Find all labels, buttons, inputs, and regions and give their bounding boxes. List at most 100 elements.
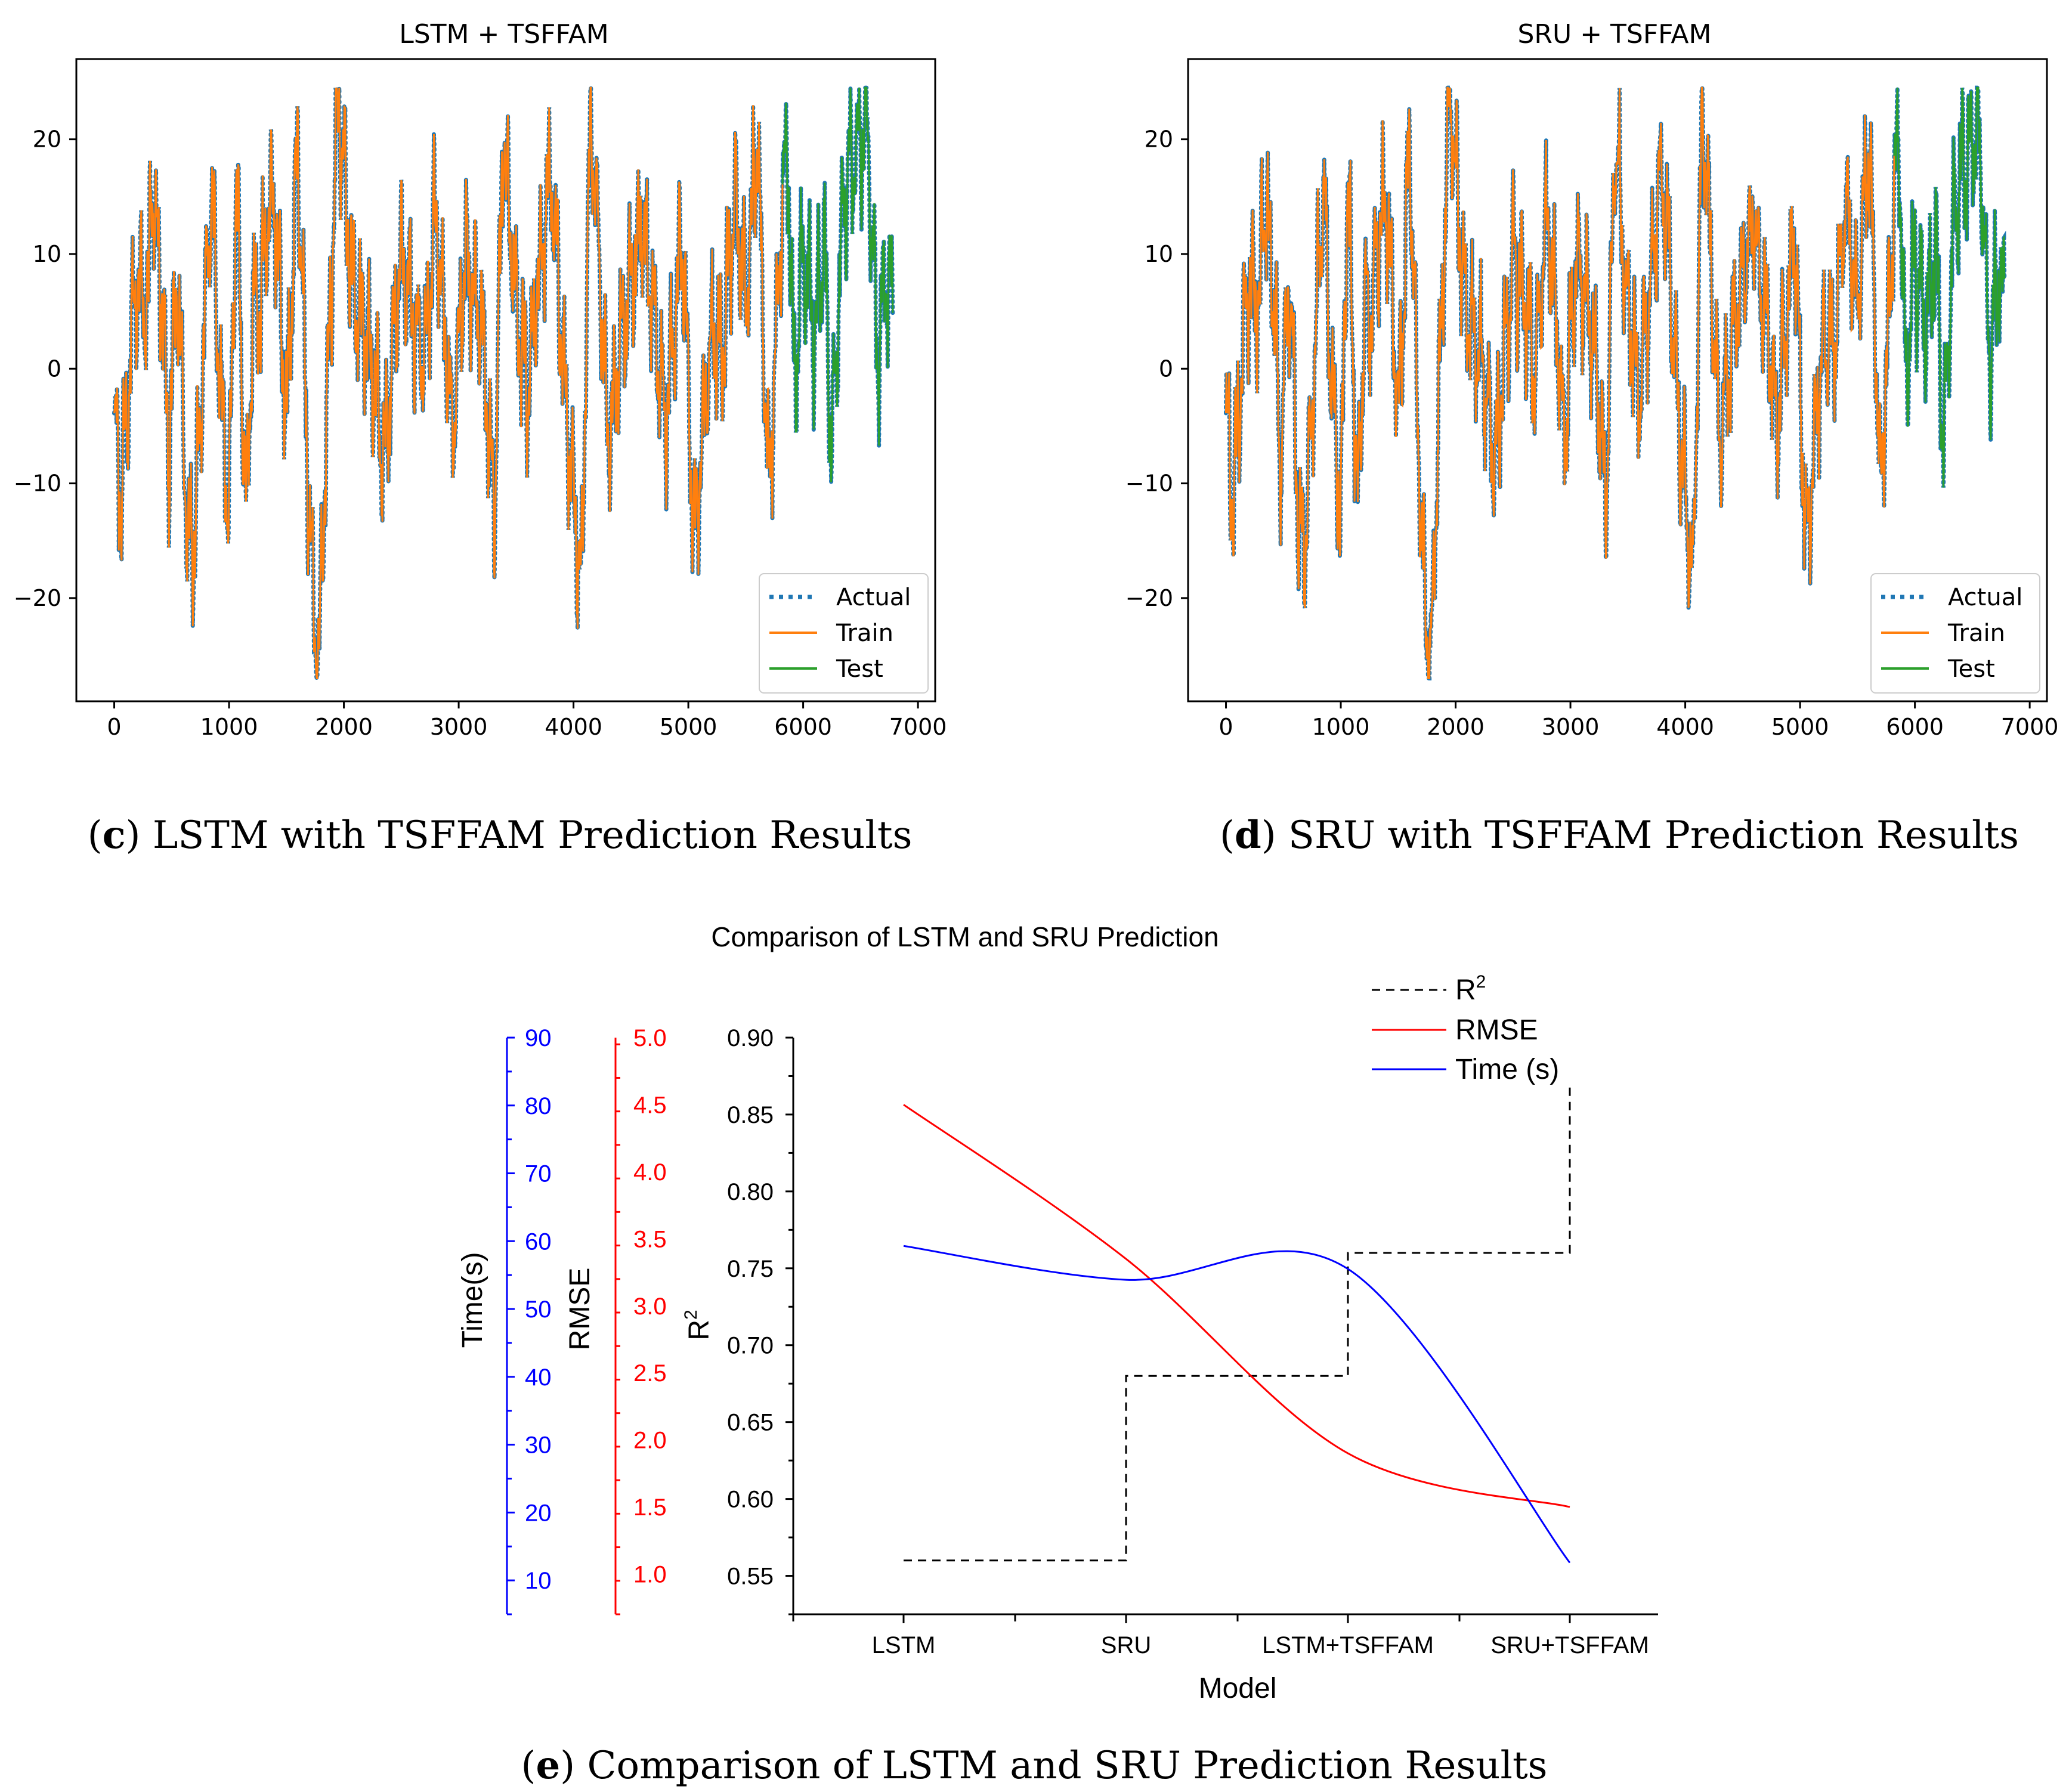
x-tick-label: 0 — [1218, 714, 1233, 740]
axis-tick-label: 20 — [525, 1500, 552, 1526]
r2-axis-ticks: 0.55 0.60 0.65 0.70 0.75 0.80 0.85 0.90 — [727, 1025, 793, 1615]
panel-c-title: LSTM + TSFFAM — [399, 19, 609, 49]
x-tick-label: 1000 — [200, 714, 258, 740]
x-tick-label: 3000 — [430, 714, 488, 740]
y-tick-label: 20 — [1145, 126, 1173, 153]
axis-tick-label: 40 — [525, 1364, 552, 1391]
x-tick-label: 6000 — [1886, 714, 1944, 740]
x-tick-label: 0 — [107, 714, 121, 740]
panel-e-legend: R2 RMSE Time (s) — [1372, 972, 1559, 1085]
rmse-axis-label: RMSE — [564, 1268, 596, 1351]
x-tick-label: 4000 — [545, 714, 602, 740]
panel-d-legend: Actual Train Test — [1870, 573, 2040, 694]
test-series-line — [1893, 86, 2006, 488]
y-tick-label: 0 — [47, 355, 61, 382]
x-tick-label: 4000 — [1656, 714, 1714, 740]
axis-tick-label: 10 — [525, 1568, 552, 1594]
panel-c-plot-frame — [75, 58, 936, 702]
legend-r2-label: R2 — [1455, 972, 1486, 1006]
axis-tick-label: 50 — [525, 1296, 552, 1323]
x-tick-label: 6000 — [774, 714, 832, 740]
panel-c-legend-test-label: Test — [836, 655, 883, 683]
axis-tick-label: 0.75 — [727, 1256, 774, 1282]
time-axis-label: Time(s) — [457, 1252, 488, 1348]
legend-time-label: Time (s) — [1455, 1054, 1559, 1085]
axis-tick-label: 0.85 — [727, 1102, 774, 1128]
panel-d-sru-tsffam: SRU + TSFFAM 0 1000 2000 3000 4000 5000 6000 70… — [1125, 19, 2059, 858]
panel-d-legend-box — [1870, 573, 2040, 694]
r2-axis-label: R2 — [681, 1310, 715, 1340]
panel-e-caption: (e) Comparison of LSTM and SRU Predictio… — [521, 1743, 1547, 1788]
panel-e-comparison: Comparison of LSTM and SRU Prediction 10… — [457, 921, 1658, 1788]
y-tick-label: −20 — [14, 585, 61, 611]
x-tick-label: 7000 — [889, 714, 947, 740]
rmse-curve — [903, 1104, 1570, 1508]
panel-e-series-lines — [903, 1084, 1571, 1564]
panel-c-lstm-tsffam: LSTM + TSFFAM 0 1000 2000 3000 4000 5000 6000 7… — [14, 19, 947, 858]
axis-tick-label: 70 — [525, 1161, 552, 1187]
train-series-line — [113, 86, 784, 679]
panel-e-title: Comparison of LSTM and SRU Prediction — [711, 921, 1218, 952]
axis-tick-label: 0.70 — [727, 1333, 774, 1359]
panel-d-title: SRU + TSFFAM — [1518, 19, 1712, 49]
model-x-axis-ticks: LSTM SRU LSTM+TSFFAM SRU+TSFFAM — [792, 1614, 1649, 1658]
rmse-axis-ticks: 1.0 1.5 2.0 2.5 3.0 3.5 4.0 4.5 5.0 — [616, 1025, 667, 1615]
y-tick-label: −10 — [14, 471, 61, 497]
panel-c-legend: Actual Train Test — [759, 573, 929, 694]
legend-rmse-label: RMSE — [1455, 1014, 1538, 1046]
x-tick-label: 2000 — [1427, 714, 1485, 740]
axis-tick-label: 90 — [525, 1025, 552, 1051]
panel-c-legend-train-label: Train — [836, 620, 893, 647]
x-tick-label: 7000 — [2001, 714, 2059, 740]
axis-tick-label: 60 — [525, 1228, 552, 1255]
x-tick-label: 5000 — [660, 714, 717, 740]
panel-c-y-axis: −20 −10 0 10 20 — [14, 126, 76, 611]
category-tick-label: LSTM — [872, 1632, 936, 1658]
axis-tick-label: 30 — [525, 1432, 552, 1459]
model-x-axis-label: Model — [1199, 1673, 1277, 1704]
axis-tick-label: 0.65 — [727, 1410, 774, 1436]
category-tick-label: SRU — [1101, 1632, 1151, 1658]
panel-c-series-lines — [112, 85, 895, 680]
axis-tick-label: 4.5 — [633, 1092, 667, 1118]
panel-d-legend-test-label: Test — [1947, 655, 1995, 683]
y-tick-label: −20 — [1125, 585, 1173, 611]
x-tick-label: 5000 — [1771, 714, 1829, 740]
time-axis: 10 20 30 40 50 60 70 80 90 Time(s) — [457, 1025, 552, 1615]
panel-d-plot-frame — [1187, 58, 2048, 702]
time-curve — [903, 1245, 1571, 1564]
axis-tick-label: 0.90 — [727, 1025, 774, 1051]
axis-tick-label: 0.80 — [727, 1179, 774, 1205]
panel-d-x-axis: 0 1000 2000 3000 4000 5000 6000 7000 — [1218, 701, 2058, 740]
r2-axis: 0.55 0.60 0.65 0.70 0.75 0.80 0.85 0.90 R2 — [681, 1025, 794, 1615]
panel-c-legend-actual-label: Actual — [836, 584, 911, 611]
panel-d-legend-train-label: Train — [1947, 620, 2005, 647]
panel-d-caption: (d) SRU with TSFFAM Prediction Results — [1220, 813, 2019, 858]
axis-tick-label: 2.0 — [633, 1428, 667, 1454]
y-tick-label: 0 — [1159, 355, 1173, 382]
axis-tick-label: 1.5 — [633, 1494, 667, 1521]
panel-c-legend-box — [759, 573, 929, 694]
y-tick-label: 10 — [1145, 241, 1173, 267]
r2-step-line — [904, 1084, 1571, 1562]
train-series-line — [1225, 86, 1895, 679]
axis-tick-label: 2.5 — [633, 1360, 667, 1386]
x-tick-label: 2000 — [315, 714, 373, 740]
category-tick-label: LSTM+TSFFAM — [1262, 1632, 1434, 1658]
axis-tick-label: 3.0 — [633, 1293, 667, 1320]
panel-c-x-axis: 0 1000 2000 3000 4000 5000 6000 7000 — [107, 701, 947, 740]
axis-tick-label: 0.55 — [727, 1564, 774, 1590]
y-tick-label: 20 — [33, 126, 61, 153]
y-tick-label: 10 — [33, 241, 61, 267]
x-tick-label: 1000 — [1312, 714, 1370, 740]
axis-tick-label: 80 — [525, 1093, 552, 1119]
axis-tick-label: 5.0 — [633, 1025, 667, 1051]
panel-c-caption: (c) LSTM with TSFFAM Prediction Results — [88, 813, 913, 858]
x-tick-label: 3000 — [1542, 714, 1600, 740]
test-series-line — [781, 86, 894, 482]
panel-d-legend-actual-label: Actual — [1948, 584, 2022, 611]
model-x-axis: LSTM SRU LSTM+TSFFAM SRU+TSFFAM Model — [792, 1613, 1658, 1704]
axis-tick-label: 4.0 — [633, 1159, 667, 1186]
axis-tick-label: 1.0 — [633, 1562, 667, 1588]
